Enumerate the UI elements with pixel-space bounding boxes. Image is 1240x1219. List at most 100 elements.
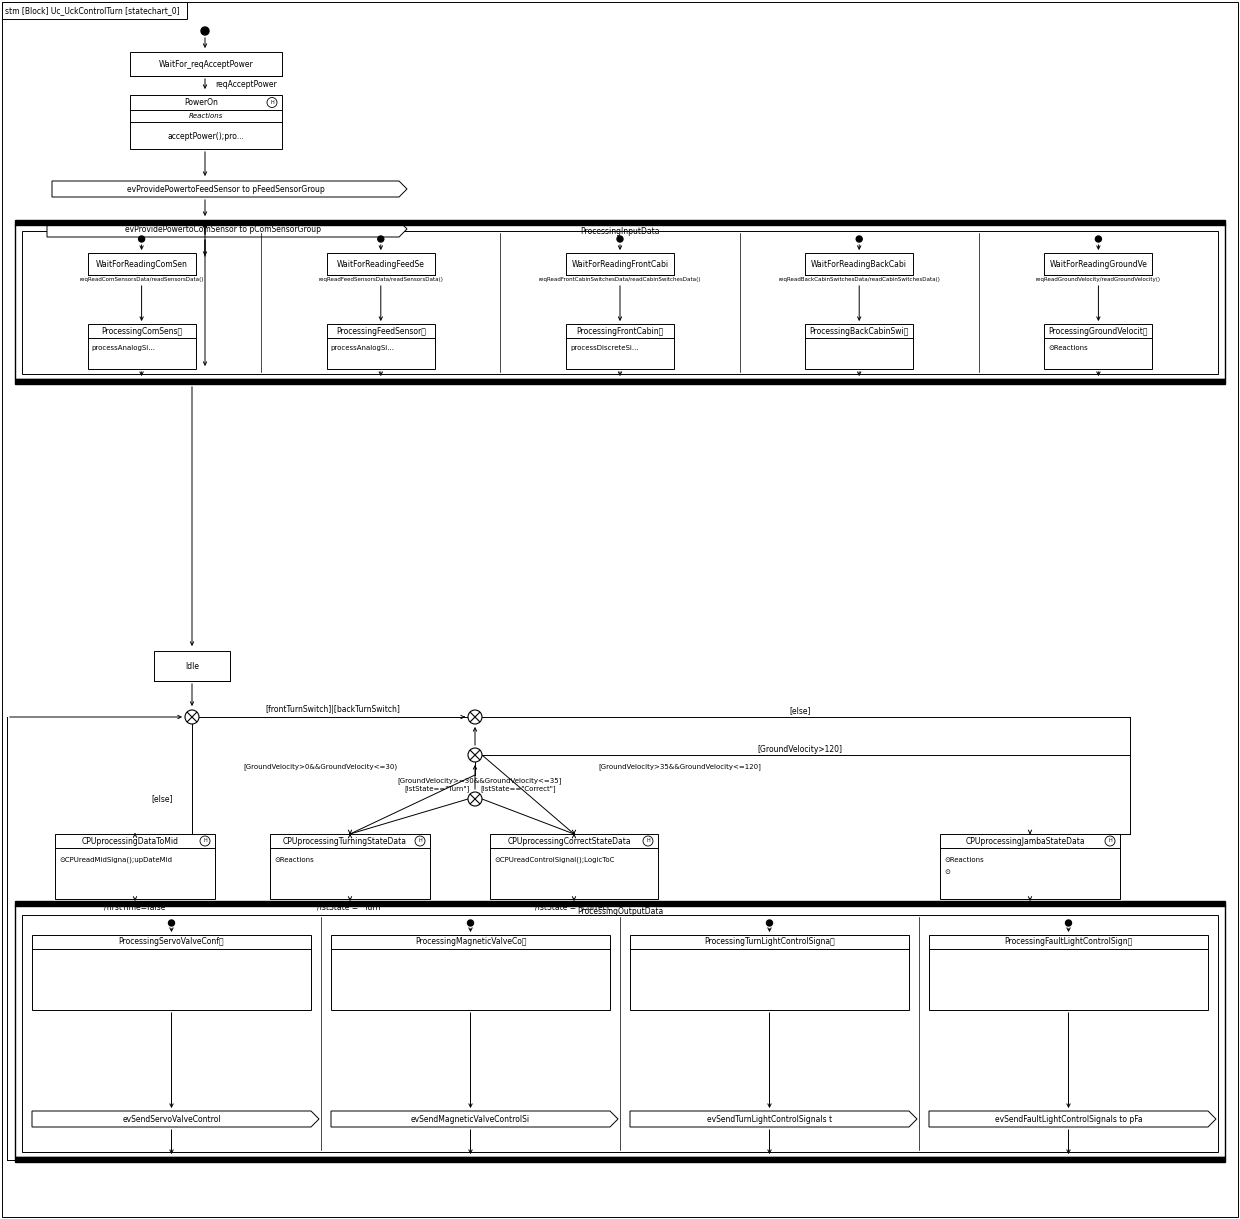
Text: ProcessingBackCabinSwiⓗ: ProcessingBackCabinSwiⓗ [810,327,909,335]
Text: H: H [646,839,650,844]
Bar [327,254,435,275]
Circle shape [467,748,482,762]
Bar [1044,254,1152,275]
Text: ProcessingComSensⓗ: ProcessingComSensⓗ [100,327,182,335]
Text: ⊙CPUreadControlSignal();LogicToC: ⊙CPUreadControlSignal();LogicToC [494,857,614,863]
Text: reqReadBackCabinSwitchesData/readCabinSwitchesData(): reqReadBackCabinSwitchesData/readCabinSw… [779,277,940,282]
Text: H: H [270,100,274,105]
Text: [else]: [else] [151,795,172,803]
Text: reqReadGroundVelocity/readGroundVelocity(): reqReadGroundVelocity/readGroundVelocity… [1035,277,1161,282]
Text: WaitForReadingFrontCabi: WaitForReadingFrontCabi [572,260,668,268]
Text: /lstState = "Correct": /lstState = "Correct" [534,902,614,912]
Bar [88,324,196,369]
Text: [lstState=="Correct"]: [lstState=="Correct"] [480,785,556,792]
Bar [15,904,1225,1157]
Text: ProcessingOutputData: ProcessingOutputData [577,907,663,917]
Text: reqReadFrontCabinSwitchesData/readCabinSwitchesData(): reqReadFrontCabinSwitchesData/readCabinS… [539,277,701,282]
Text: CPUprocessingDataToMid: CPUprocessingDataToMid [82,836,179,846]
Bar [805,254,913,275]
Text: evSendServoValveControl: evSendServoValveControl [123,1114,221,1124]
Bar [15,901,1225,906]
Circle shape [1065,920,1071,926]
Text: acceptPower();pro...: acceptPower();pro... [167,132,244,140]
Circle shape [467,792,482,806]
Text: Reactions: Reactions [188,113,223,119]
Text: processAnalogSi...: processAnalogSi... [92,345,155,351]
Text: evProvidePowertoFeedSensor to pFeedSensorGroup: evProvidePowertoFeedSensor to pFeedSenso… [126,184,325,194]
Text: H: H [203,839,207,844]
Circle shape [185,709,198,724]
Text: ProcessingMagneticValveCoⓗ: ProcessingMagneticValveCoⓗ [414,937,526,946]
Circle shape [201,27,210,35]
Text: evSendMagneticValveControlSi: evSendMagneticValveControlSi [410,1114,529,1124]
Bar [805,324,913,369]
Text: CPUprocessingTurningStateData: CPUprocessingTurningStateData [283,836,407,846]
Text: PowerOn: PowerOn [184,98,218,107]
Bar [327,324,435,369]
Circle shape [267,98,277,107]
Bar [270,834,430,898]
Bar [1044,324,1152,369]
Bar [15,224,1225,379]
Bar [2,2,187,20]
Text: reqReadFeedSensorsData/readSensorsData(): reqReadFeedSensorsData/readSensorsData() [319,277,443,282]
Polygon shape [52,180,407,197]
Text: CPUprocessingCorrectStateData: CPUprocessingCorrectStateData [507,836,631,846]
Bar [15,1157,1225,1162]
Text: WaitFor_reqAcceptPower: WaitFor_reqAcceptPower [159,60,253,68]
Bar [929,935,1208,1011]
Text: /firstTime=false: /firstTime=false [104,902,166,912]
Text: /lstState = "Turn": /lstState = "Turn" [316,902,383,912]
Circle shape [1105,836,1115,846]
Text: ⊙Reactions: ⊙Reactions [1048,345,1089,351]
Polygon shape [630,1111,918,1128]
Text: ProcessingTurnLightControlSignaⓗ: ProcessingTurnLightControlSignaⓗ [704,937,835,946]
Bar [630,935,909,1011]
Text: WaitForReadingGroundVe: WaitForReadingGroundVe [1049,260,1147,268]
Circle shape [644,836,653,846]
Text: reqAcceptPower: reqAcceptPower [215,79,277,89]
Circle shape [139,236,145,243]
Text: evSendFaultLightControlSignals to pFa: evSendFaultLightControlSignals to pFa [994,1114,1142,1124]
Polygon shape [47,221,407,236]
Text: evProvidePowertoComSensor to pComSensorGroup: evProvidePowertoComSensor to pComSensorG… [125,224,321,234]
Bar [565,324,675,369]
Text: ProcessingGroundVelocitⓗ: ProcessingGroundVelocitⓗ [1049,327,1148,335]
Bar [940,834,1120,898]
Text: ⊙CPUreadMidSigna();upDateMid: ⊙CPUreadMidSigna();upDateMid [60,857,172,863]
Bar [15,379,1225,384]
Bar [565,254,675,275]
Text: CPUprocessingJambaStateData: CPUprocessingJambaStateData [965,836,1085,846]
Text: evSendTurnLightControlSignals t: evSendTurnLightControlSignals t [707,1114,832,1124]
Bar [22,915,1218,1152]
Circle shape [200,836,210,846]
Text: [frontTurnSwitch]|[backTurnSwitch]: [frontTurnSwitch]|[backTurnSwitch] [265,705,401,713]
Bar [331,935,610,1011]
Text: [GroundVelocity>35&&GroundVelocity<=120]: [GroundVelocity>35&&GroundVelocity<=120] [599,763,761,770]
Circle shape [467,920,474,926]
Text: processAnalogSi...: processAnalogSi... [331,345,394,351]
Text: H: H [418,839,422,844]
Bar [15,219,1225,226]
Bar [130,52,281,76]
Text: ⊙Reactions: ⊙Reactions [274,857,314,863]
Text: ProcessingInputData: ProcessingInputData [580,227,660,235]
Bar [32,935,311,1011]
Text: ProcessingServoValveConfⓗ: ProcessingServoValveConfⓗ [119,937,224,946]
Text: processDiscreteSi...: processDiscreteSi... [570,345,639,351]
Text: [lstState=="Turn"]: [lstState=="Turn"] [404,785,470,792]
Circle shape [1095,236,1101,243]
Text: WaitForReadingBackCabi: WaitForReadingBackCabi [811,260,908,268]
Bar [55,834,215,898]
Text: ProcessingFaultLightControlSignⓗ: ProcessingFaultLightControlSignⓗ [1004,937,1132,946]
Bar [22,230,1218,374]
Bar [154,651,229,681]
Text: reqReadComSensorsData/readSensorsData(): reqReadComSensorsData/readSensorsData() [79,277,203,282]
Circle shape [415,836,425,846]
Text: Idle: Idle [185,662,198,670]
Polygon shape [331,1111,618,1128]
Circle shape [856,236,862,243]
Text: [GroundVelocity>=30&&GroundVelocity<=35]: [GroundVelocity>=30&&GroundVelocity<=35] [398,778,562,784]
Bar [88,254,196,275]
Circle shape [467,709,482,724]
